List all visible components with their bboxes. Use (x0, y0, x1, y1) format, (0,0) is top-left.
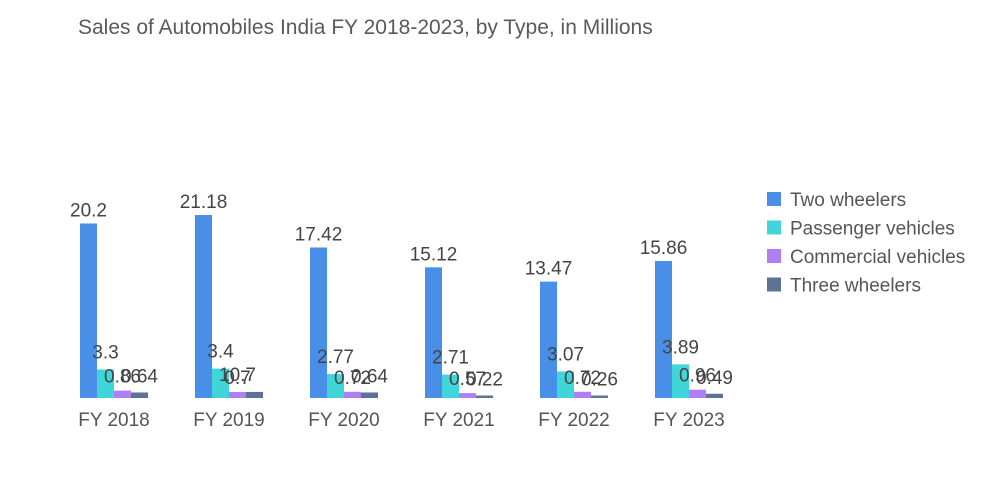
bar-passenger-vehicles-fy-2021 (442, 374, 459, 398)
bar-commercial-vehicles-fy-2019 (229, 391, 246, 398)
x-tick-label: FY 2019 (193, 410, 264, 431)
bar-commercial-vehicles-fy-2022 (574, 391, 591, 398)
data-label: 17.42 (295, 224, 343, 245)
data-label: 21.18 (180, 192, 228, 213)
data-label: 0.72 (564, 368, 601, 389)
bar-passenger-vehicles-fy-2020 (327, 374, 344, 398)
data-label: 0.57 (449, 369, 486, 390)
x-tick-label: FY 2022 (538, 410, 609, 431)
data-label: 3.89 (662, 337, 699, 358)
x-tick-label: FY 2023 (653, 410, 724, 431)
x-tick-label: FY 2018 (78, 410, 149, 431)
bar-commercial-vehicles-fy-2020 (344, 391, 361, 398)
data-label: 20.2 (70, 200, 107, 221)
legend-label: Commercial vehicles (790, 247, 965, 268)
x-tick-label: FY 2021 (423, 410, 494, 431)
data-label: 15.86 (640, 238, 688, 259)
data-label: 0.72 (334, 368, 371, 389)
data-label: 0.22 (466, 370, 503, 391)
bar-commercial-vehicles-fy-2021 (459, 393, 476, 398)
bar-two-wheelers-fy-2021 (425, 267, 442, 398)
bar-three-wheelers-fy-2023 (706, 393, 723, 398)
legend-label: Two wheelers (790, 190, 906, 211)
bar-two-wheelers-fy-2018 (80, 223, 97, 398)
bar-three-wheelers-fy-2020 (361, 392, 378, 398)
data-label: 0.7 (224, 368, 250, 389)
data-label: 0.26 (581, 370, 618, 391)
x-tick-label: FY 2020 (308, 410, 379, 431)
bar-two-wheelers-fy-2022 (540, 281, 557, 398)
bar-three-wheelers-fy-2019 (246, 391, 263, 398)
data-label: 3.4 (207, 342, 234, 363)
bar-two-wheelers-fy-2020 (310, 247, 327, 398)
bar-three-wheelers-fy-2021 (476, 395, 493, 398)
data-label: 15.12 (410, 244, 458, 265)
bar-three-wheelers-fy-2022 (591, 395, 608, 398)
bar-passenger-vehicles-fy-2023 (672, 364, 689, 398)
data-label: 2.77 (317, 347, 354, 368)
bar-commercial-vehicles-fy-2023 (689, 389, 706, 398)
data-label: 0.64 (351, 366, 388, 387)
data-label: 2.71 (432, 348, 469, 369)
bar-two-wheelers-fy-2019 (195, 215, 212, 398)
legend-swatch (767, 220, 781, 235)
legend-label: Three wheelers (790, 276, 921, 297)
legend-swatch (767, 249, 781, 263)
bar-passenger-vehicles-fy-2019 (212, 368, 229, 398)
bar-commercial-vehicles-fy-2018 (114, 390, 131, 398)
data-label: 10.7 (219, 365, 256, 386)
legend-swatch (767, 192, 781, 206)
data-label: 0.64 (121, 366, 158, 387)
legend-swatch (767, 277, 781, 292)
bar-two-wheelers-fy-2023 (655, 260, 672, 398)
data-label: 0.96 (679, 366, 716, 387)
bar-three-wheelers-fy-2018 (131, 392, 148, 398)
data-label: 3.07 (547, 344, 584, 365)
data-label: 13.47 (525, 259, 573, 280)
bar-passenger-vehicles-fy-2022 (557, 371, 574, 398)
data-label: 3.3 (92, 342, 118, 363)
chart-title: Sales of Automobiles India FY 2018-2023,… (78, 16, 653, 39)
data-label: 0.86 (104, 367, 141, 388)
legend-label: Passenger vehicles (790, 219, 955, 240)
bar-passenger-vehicles-fy-2018 (97, 369, 114, 398)
data-label: 0.49 (696, 368, 733, 389)
